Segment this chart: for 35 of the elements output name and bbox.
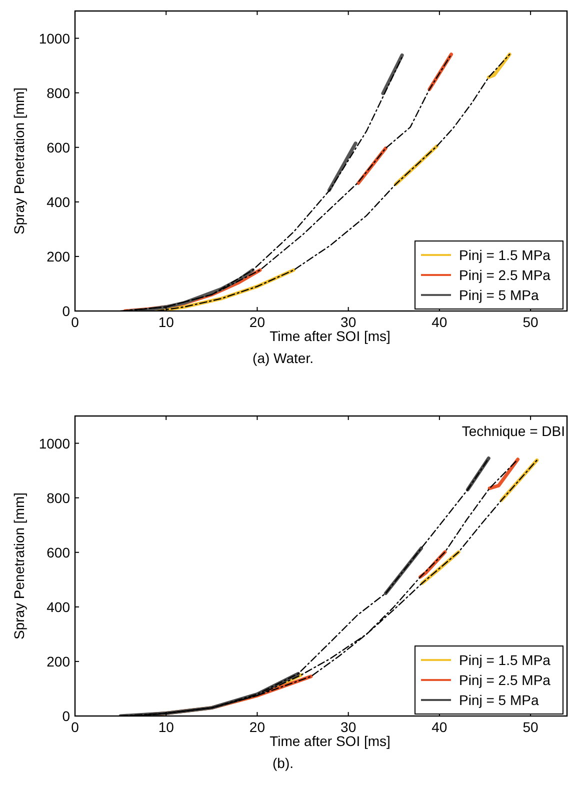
x-tick-label: 10: [158, 314, 174, 330]
x-tick-label: 20: [249, 719, 266, 735]
legend-label: Pinj = 5 MPa: [459, 692, 539, 708]
y-tick-label: 200: [46, 248, 70, 264]
y-tick-label: 0: [62, 708, 70, 724]
x-tick-label: 30: [340, 314, 356, 330]
x-tick-label: 40: [432, 719, 448, 735]
y-axis-title: Spray Penetration [mm]: [11, 492, 27, 640]
y-tick-label: 1000: [38, 30, 70, 46]
x-tick-label: 50: [522, 314, 539, 330]
annotation: Technique = DBI: [462, 423, 565, 439]
text: (a) Water.: [252, 350, 314, 366]
x-tick-label: 20: [249, 314, 266, 330]
text: (b).: [272, 755, 294, 771]
x-tick-label: 50: [522, 719, 539, 735]
y-axis-title: Spray Penetration [mm]: [11, 87, 27, 235]
y-tick-label: 400: [46, 598, 70, 615]
legend-label: Pinj = 2.5 MPa: [459, 267, 551, 283]
y-tick-label: 800: [46, 490, 70, 506]
legend-label: Pinj = 1.5 MPa: [459, 247, 551, 263]
y-tick-label: 400: [46, 194, 70, 210]
y-tick-label: 800: [46, 84, 70, 101]
x-axis-title: Time after SOI [ms]: [270, 328, 390, 344]
x-tick-label: 40: [432, 314, 448, 330]
legend-label: Pinj = 1.5 MPa: [459, 652, 551, 668]
x-tick-label: 30: [340, 719, 356, 735]
legend-label: Pinj = 5 MPa: [459, 287, 539, 303]
x-axis-title: Time after SOI [ms]: [270, 733, 390, 749]
y-tick-label: 0: [62, 303, 70, 319]
y-tick-label: 200: [46, 653, 70, 670]
y-tick-label: 600: [46, 139, 70, 156]
y-tick-label: 1000: [38, 435, 70, 452]
y-tick-label: 600: [46, 544, 70, 560]
legend-label: Pinj = 2.5 MPa: [459, 672, 551, 688]
x-tick-label: 10: [158, 719, 174, 735]
